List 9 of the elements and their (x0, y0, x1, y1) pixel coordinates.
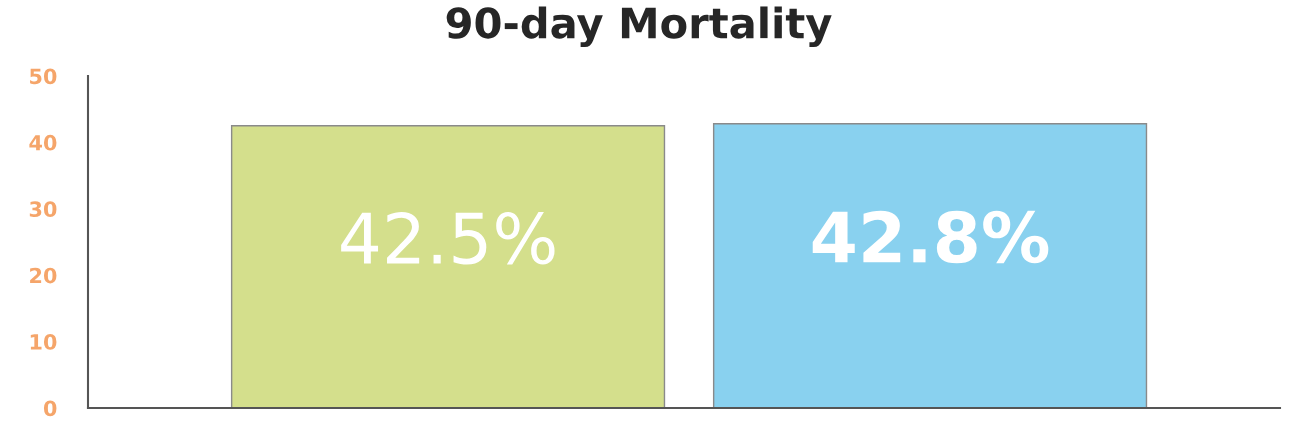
chart-title: 90-day Mortality (446, 6, 832, 48)
y-tick-label: 10 (30, 334, 57, 350)
y-tick-label: 0 (43, 400, 57, 417)
y-tick-label: 20 (30, 267, 57, 284)
y-tick-label: 30 (29, 201, 57, 218)
data-label: 42.8% (812, 210, 1049, 264)
data-label: 42.5% (341, 211, 555, 265)
y-tick-label: 50 (30, 68, 57, 85)
y-tick-label: 40 (29, 134, 57, 151)
